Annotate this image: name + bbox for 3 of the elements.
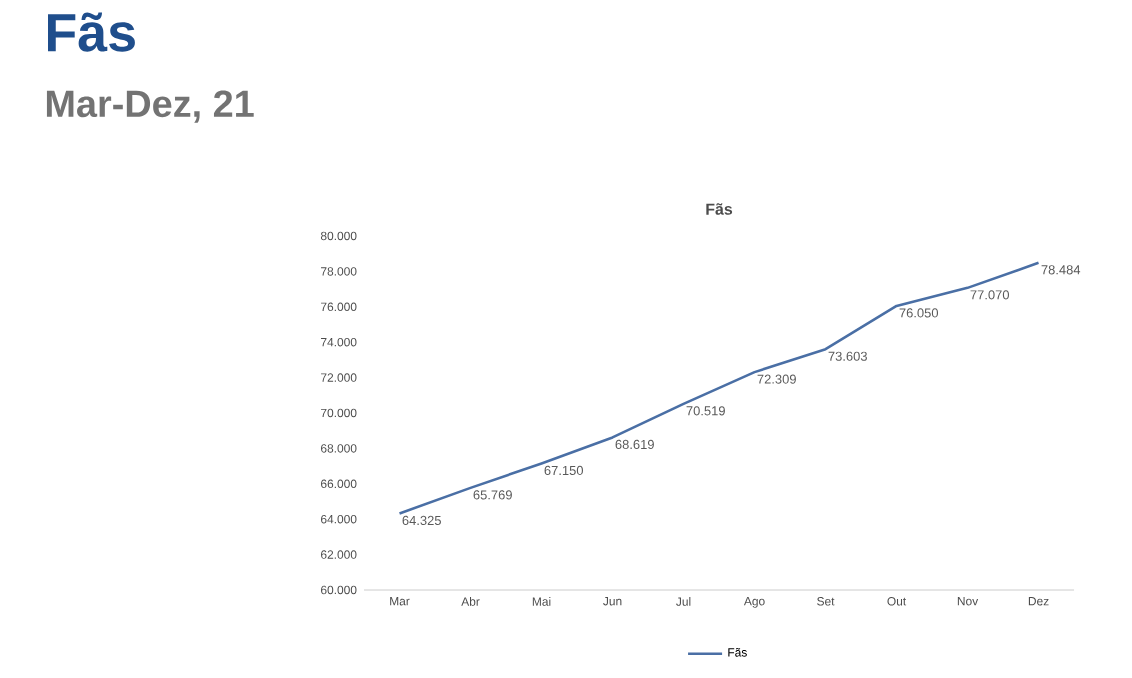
chart-title: Fãs bbox=[48, 12, 135, 52]
chart-subtitle: Mar-Dez, 21 bbox=[46, 90, 254, 123]
line-series bbox=[398, 261, 1040, 515]
